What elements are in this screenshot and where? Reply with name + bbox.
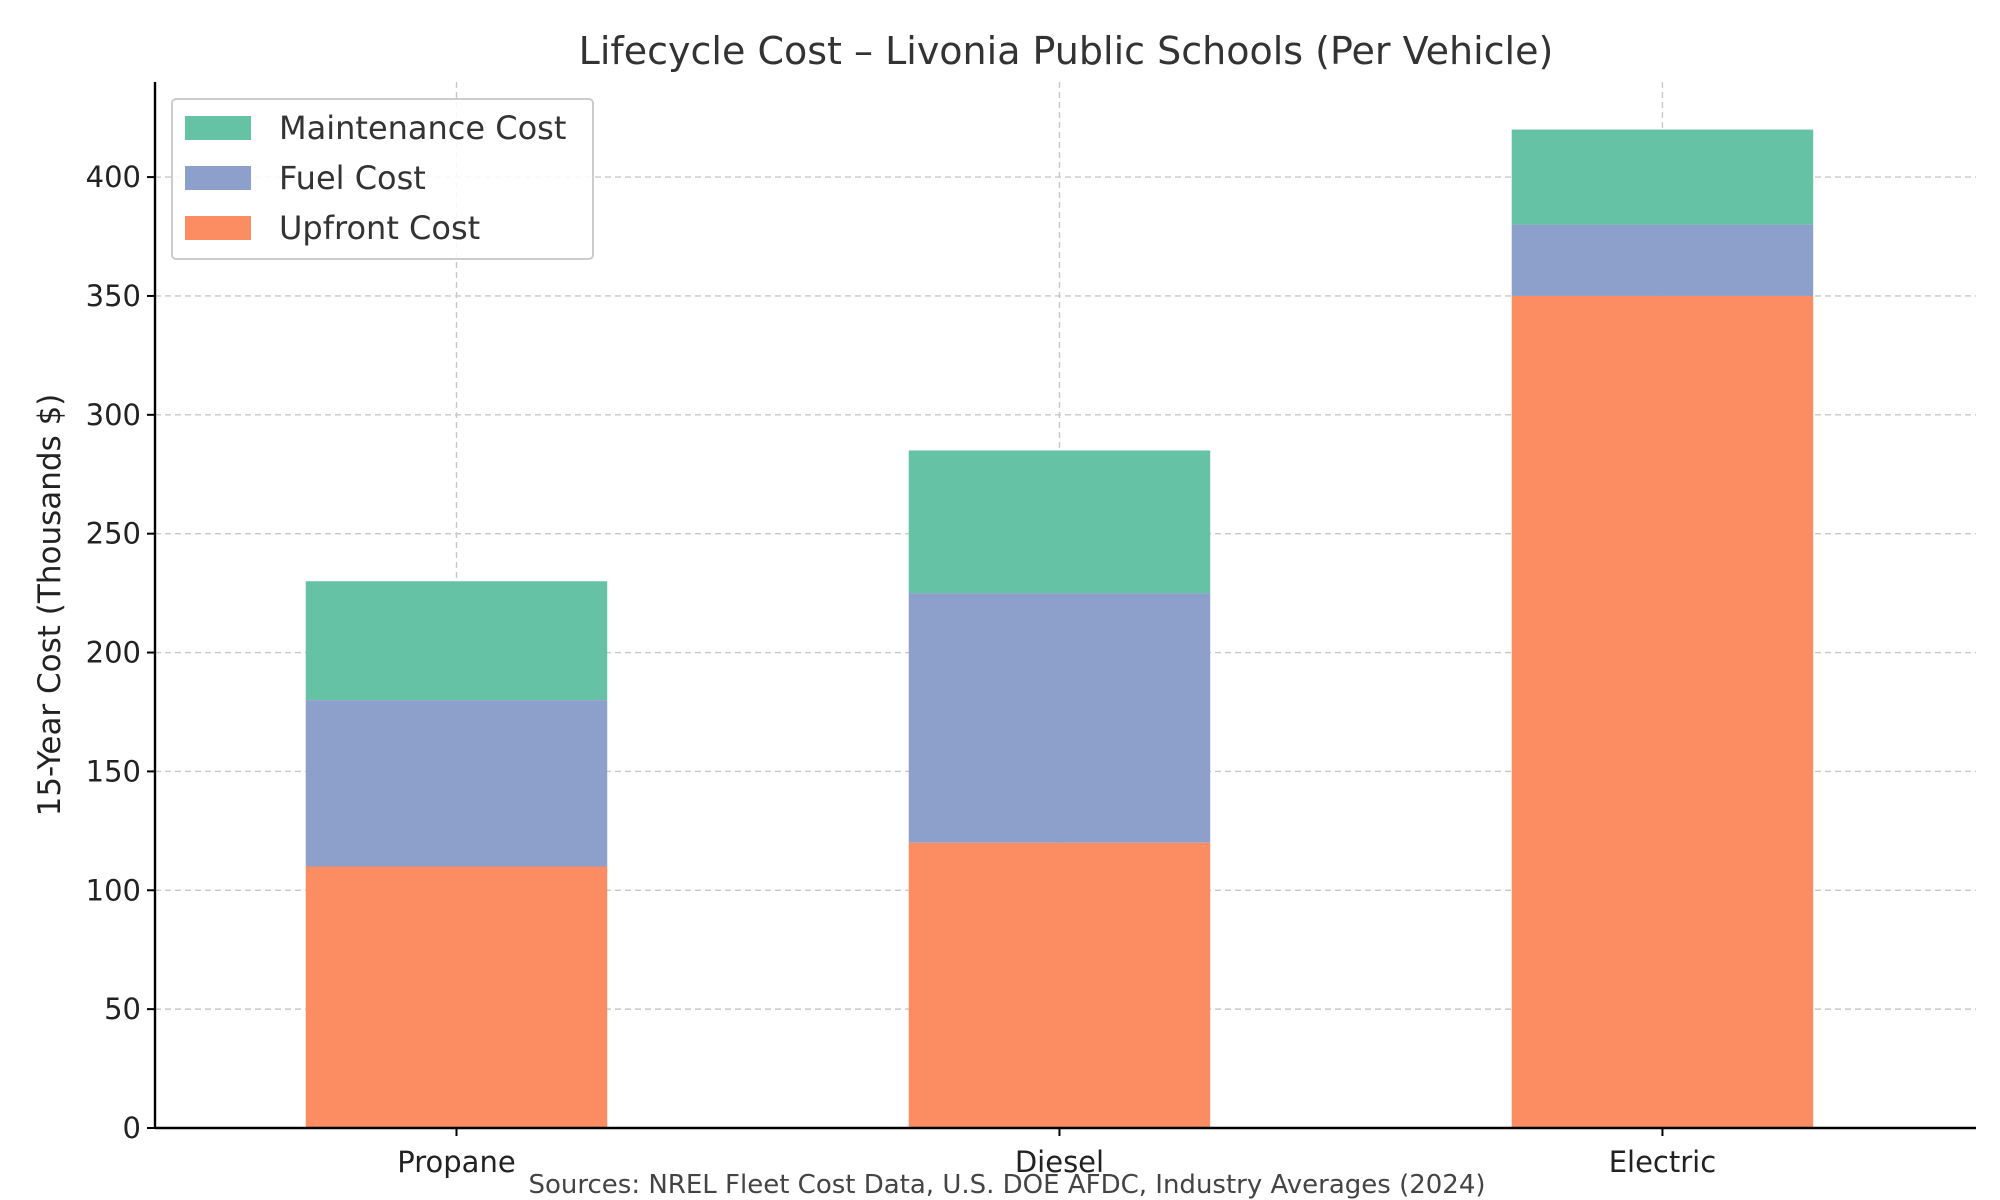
y-tick-label: 300 [86, 398, 141, 432]
x-tick-label: Diesel [1015, 1145, 1104, 1179]
bar-maintenance-cost-propane [305, 581, 608, 701]
x-tick-label: Electric [1609, 1145, 1716, 1179]
axes-layer [153, 82, 1976, 1130]
ticks-layer: 0 50 100 150 200 250 300 350 400 Propane Diesel Ele… [86, 160, 1717, 1179]
legend-label-fuel-cost: Fuel Cost [279, 159, 426, 197]
bar-upfront-cost-propane [305, 866, 608, 1128]
y-tick-label: 200 [86, 636, 141, 670]
legend-box [171, 98, 594, 260]
legend-swatch-upfront-cost [185, 216, 251, 240]
bar-upfront-cost-diesel [908, 842, 1211, 1128]
bar-maintenance-cost-diesel [908, 450, 1211, 594]
y-tick-label: 0 [123, 1111, 141, 1145]
bar-fuel-cost-diesel [908, 593, 1211, 843]
y-tick-label: 50 [104, 992, 141, 1026]
legend: Maintenance Cost Fuel Cost Upfront Cost [171, 98, 594, 260]
bars-layer [305, 129, 1814, 1128]
y-tick-label: 350 [86, 279, 141, 313]
x-tick-label: Propane [397, 1145, 515, 1179]
bar-fuel-cost-propane [305, 700, 608, 867]
y-tick-label: 100 [86, 873, 141, 907]
y-tick-label: 400 [86, 160, 141, 194]
legend-swatch-maintenance-cost [185, 116, 251, 140]
source-note: Sources: NREL Fleet Cost Data, U.S. DOE … [528, 1170, 1485, 1200]
y-tick-label: 150 [86, 754, 141, 788]
legend-label-upfront-cost: Upfront Cost [279, 209, 480, 247]
y-tick-label: 250 [86, 517, 141, 551]
legend-swatch-fuel-cost [185, 166, 251, 190]
bar-upfront-cost-electric [1511, 295, 1814, 1128]
bar-maintenance-cost-electric [1511, 129, 1814, 225]
y-axis-label: 15-Year Cost (Thousands $) [32, 394, 68, 817]
legend-label-maintenance-cost: Maintenance Cost [279, 109, 566, 147]
bar-fuel-cost-electric [1511, 224, 1814, 296]
chart-title: Lifecycle Cost – Livonia Public Schools … [579, 29, 1554, 73]
